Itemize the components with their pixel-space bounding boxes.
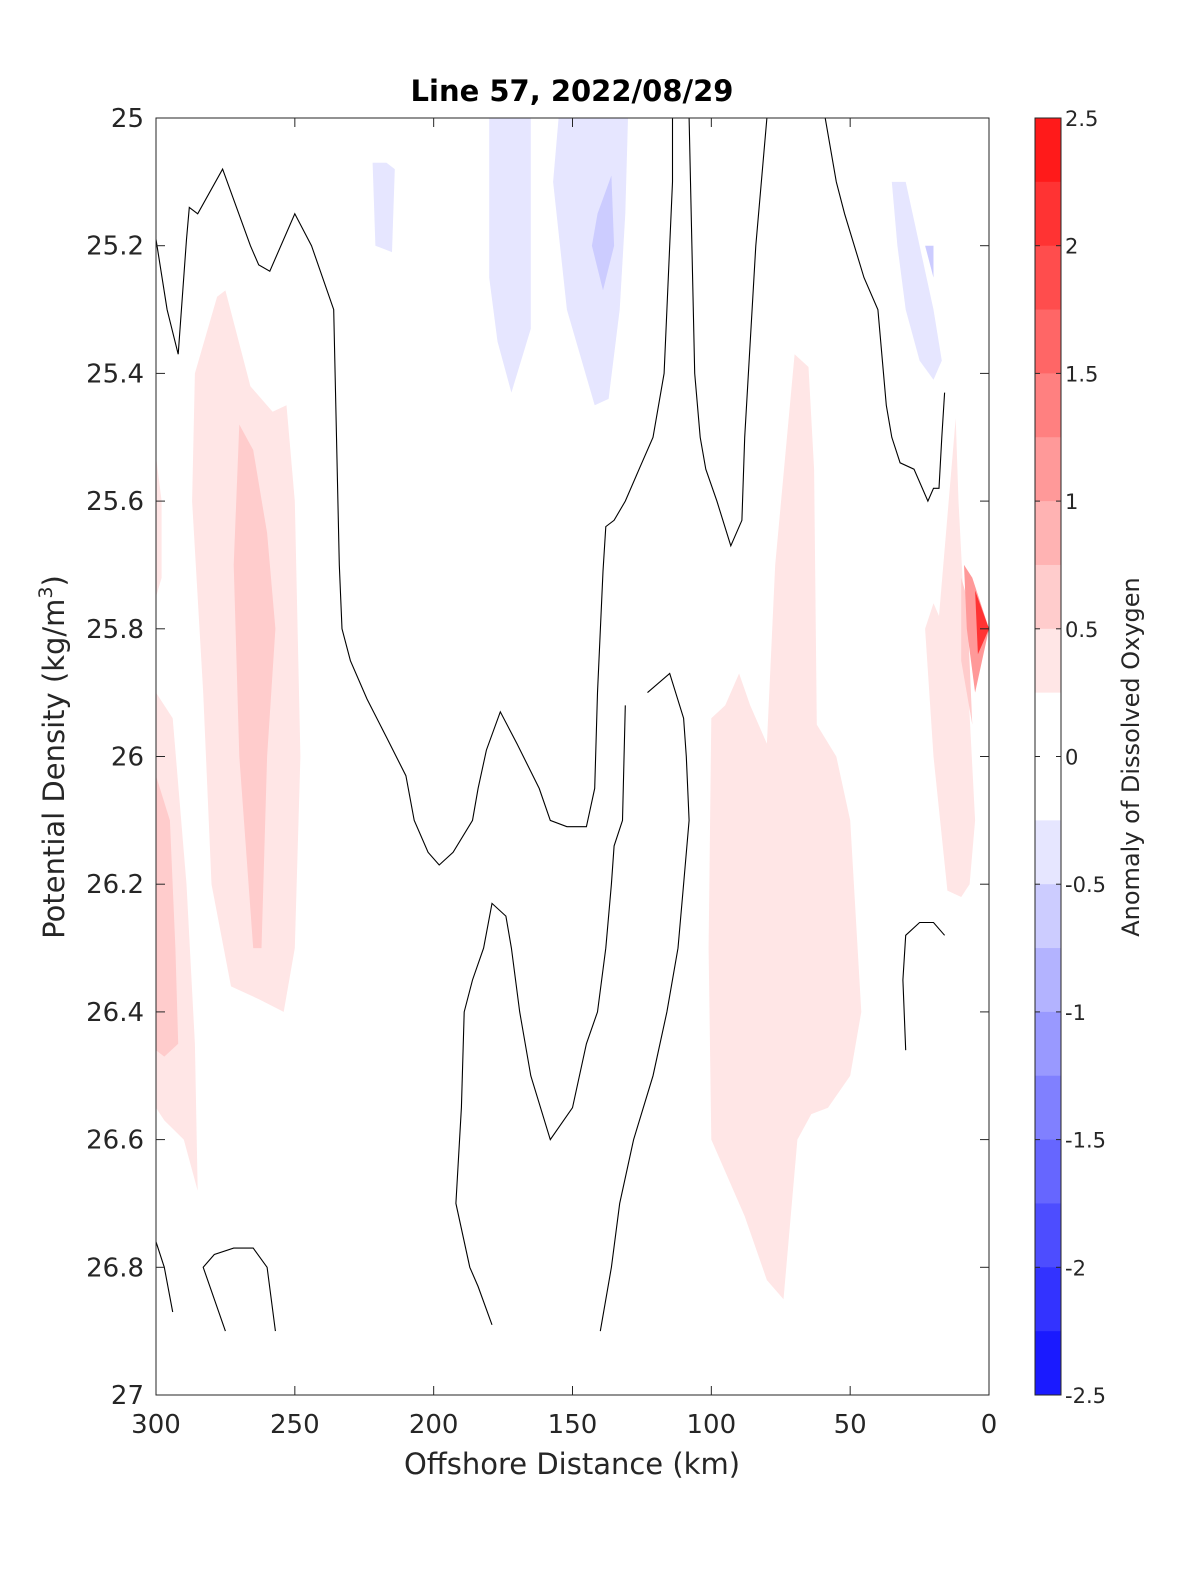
contour-line-4 — [455, 705, 626, 1325]
contour-line-6 — [202, 1247, 276, 1332]
x-tick-label-5: 50 — [834, 1410, 867, 1440]
y-axis-title-tail: ) — [37, 575, 71, 586]
y-tick-label-8: 26.6 — [86, 1126, 144, 1156]
contour-region-13 — [891, 181, 942, 380]
x-axis: 300 250 200 150 100 50 0 — [131, 118, 997, 1440]
y-tick-label-5: 26 — [111, 743, 144, 773]
contour-region-11 — [489, 118, 531, 393]
colorbar-tick-label-2: 1.5 — [1065, 362, 1098, 386]
colorbar-segment-17 — [1035, 1203, 1061, 1268]
y-axis-title-main: Potential Density (kg/m — [37, 599, 71, 939]
y-tick-label-1: 25.2 — [86, 232, 144, 262]
contour-line-2 — [824, 118, 946, 503]
colorbar-segment-8 — [1035, 628, 1061, 694]
contour-region-7 — [961, 577, 973, 725]
colorbar-tick-label-8: -1.5 — [1065, 1129, 1106, 1153]
contour-region-9 — [975, 590, 989, 655]
contour-region-0 — [156, 456, 162, 597]
x-tick-label-6: 0 — [981, 1410, 998, 1440]
colorbar-tick-label-10: -2.5 — [1065, 1384, 1106, 1408]
colorbar-segment-3 — [1035, 309, 1061, 374]
colorbar-segment-15 — [1035, 1075, 1061, 1141]
contour-line-7 — [902, 921, 946, 1051]
contour-region-10 — [372, 162, 395, 253]
colorbar-segment-0 — [1035, 118, 1061, 183]
colorbar-segment-10 — [1035, 756, 1061, 821]
colorbar-segment-2 — [1035, 245, 1061, 311]
colorbar-tick-label-5: 0 — [1065, 746, 1078, 770]
colorbar-tick-label-1: 2 — [1065, 235, 1078, 259]
contour-region-14 — [591, 175, 615, 291]
y-axis-title: Potential Density (kg/m3) — [35, 575, 71, 939]
x-axis-title: Offshore Distance (km) — [404, 1447, 740, 1481]
contour-region-6 — [233, 424, 276, 949]
contour-region-15 — [925, 245, 934, 278]
x-tick-label-0: 300 — [131, 1410, 181, 1440]
y-tick-label-4: 25.8 — [86, 615, 144, 645]
contour-region-5 — [156, 775, 179, 1057]
colorbar-tick-label-0: 2.5 — [1065, 107, 1098, 131]
contour-line-0 — [156, 118, 674, 866]
contour-lines — [156, 118, 946, 1332]
contour-regions — [156, 118, 989, 1300]
colorbar: 2.5 2 1.5 1 0.5 0 -0.5 -1 -1.5 -2 -2.5 — [1034, 107, 1106, 1408]
colorbar-segment-5 — [1035, 437, 1061, 502]
contour-line-1 — [688, 118, 768, 548]
colorbar-segment-19 — [1035, 1331, 1061, 1396]
y-tick-label-9: 26.8 — [86, 1253, 144, 1283]
colorbar-segment-18 — [1035, 1267, 1061, 1332]
colorbar-segment-14 — [1035, 1011, 1061, 1077]
colorbar-segment-7 — [1035, 564, 1061, 630]
colorbar-segment-6 — [1035, 501, 1061, 566]
y-tick-label-0: 25 — [111, 104, 144, 134]
x-tick-label-3: 150 — [548, 1410, 598, 1440]
contour-region-4 — [925, 418, 976, 897]
colorbar-segment-13 — [1035, 948, 1061, 1013]
x-tick-label-2: 200 — [409, 1410, 459, 1440]
colorbar-tick-label-4: 0.5 — [1065, 618, 1098, 642]
contour-region-8 — [964, 564, 989, 693]
y-axis-title-sup: 3 — [35, 586, 57, 598]
colorbar-tick-label-7: -1 — [1065, 1001, 1086, 1025]
colorbar-tick-label-9: -2 — [1065, 1256, 1086, 1280]
colorbar-segment-4 — [1035, 373, 1061, 438]
y-tick-label-7: 26.4 — [86, 998, 144, 1028]
colorbar-segment-16 — [1035, 1139, 1061, 1204]
colorbar-tick-label-3: 1 — [1065, 490, 1078, 514]
colorbar-title: Anomaly of Dissolved Oxygen — [1117, 577, 1145, 937]
colorbar-segment-1 — [1035, 181, 1061, 247]
colorbar-tick-label-6: -0.5 — [1065, 873, 1106, 897]
colorbar-segment-9 — [1035, 692, 1061, 757]
y-tick-label-3: 25.6 — [86, 487, 144, 517]
x-tick-label-1: 250 — [270, 1410, 320, 1440]
contour-region-3 — [708, 354, 862, 1300]
chart-title: Line 57, 2022/08/29 — [411, 74, 734, 108]
colorbar-segment-11 — [1035, 820, 1061, 885]
y-tick-label-10: 27 — [111, 1381, 144, 1411]
colorbar-segment-12 — [1035, 884, 1061, 949]
contour-line-3 — [599, 672, 690, 1332]
y-tick-label-2: 25.4 — [86, 359, 144, 389]
x-tick-label-4: 100 — [687, 1410, 737, 1440]
y-tick-label-6: 26.2 — [86, 870, 144, 900]
y-axis: 25 25.2 25.4 25.6 25.8 26 26.2 26.4 26.6 26.8 27 — [86, 104, 989, 1411]
